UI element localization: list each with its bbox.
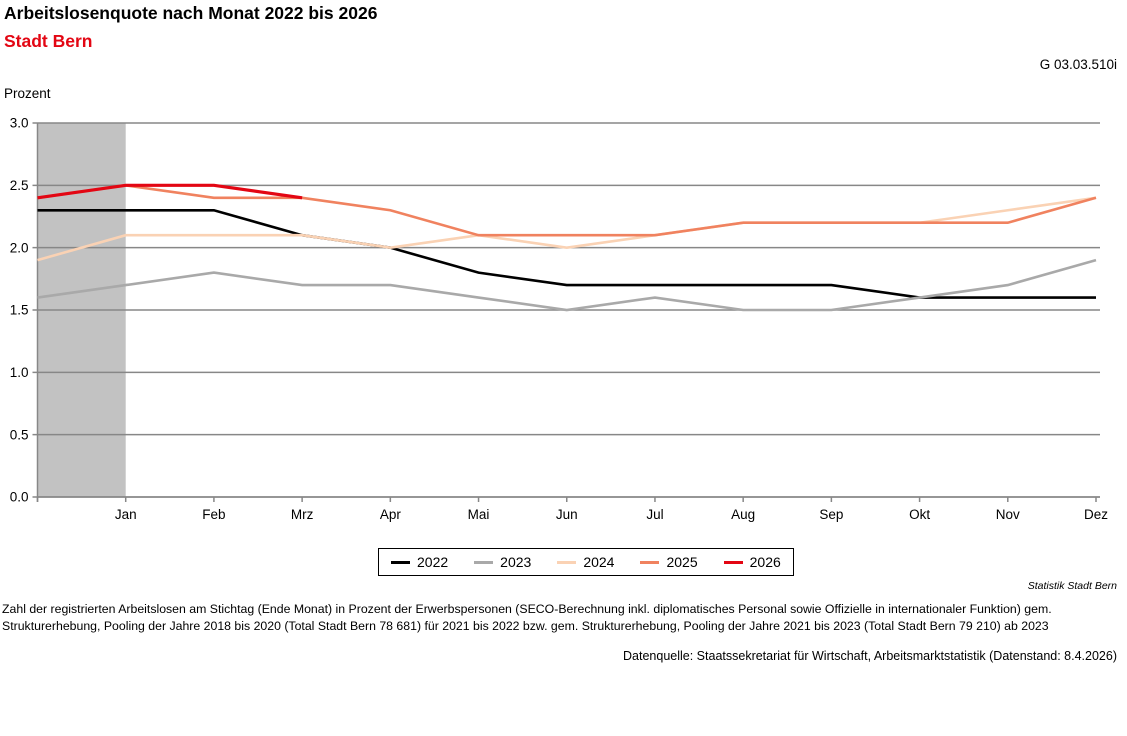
legend-item-2022: 2022	[391, 554, 448, 570]
legend-item-2023: 2023	[474, 554, 531, 570]
footnote: Zahl der registrierten Arbeitslosen am S…	[2, 601, 1125, 635]
legend-item-2026: 2026	[723, 554, 781, 570]
data-source: Datenquelle: Staatssekretariat für Wirts…	[623, 649, 1117, 663]
y-tick-label: 0.0	[10, 490, 29, 505]
x-tick-label: Apr	[380, 507, 402, 522]
legend: 2022 2023 2024 2025 2026	[378, 548, 794, 576]
legend-label-2023: 2023	[500, 554, 532, 570]
y-tick-label: 3.0	[10, 116, 29, 131]
page-title: Arbeitslosenquote nach Monat 2022 bis 20…	[4, 3, 378, 23]
x-tick-label: Sep	[819, 507, 843, 522]
legend-label-2024: 2024	[583, 554, 615, 570]
legend-swatch-2025	[640, 560, 660, 564]
x-tick-label: Dez	[1084, 507, 1108, 522]
y-axis-unit-label: Prozent	[4, 86, 51, 101]
legend-label-2025: 2025	[666, 554, 698, 570]
footnote-line-1: Zahl der registrierten Arbeitslosen am S…	[2, 602, 1052, 616]
series-line-2023	[37, 258, 1097, 312]
y-tick-label: 1.5	[10, 303, 29, 318]
page-subtitle: Stadt Bern	[4, 31, 93, 51]
x-tick-label: Jul	[646, 507, 663, 522]
x-tick-label: Jan	[115, 507, 137, 522]
legend-label-2026: 2026	[749, 554, 781, 570]
legend-item-2025: 2025	[640, 554, 698, 570]
legend-label-2022: 2022	[417, 554, 449, 570]
legend-swatch-2022	[391, 560, 410, 564]
x-tick-label: Aug	[731, 507, 755, 522]
legend-swatch-2023	[474, 560, 494, 564]
x-tick-label: Jun	[556, 507, 578, 522]
legend-item-2024: 2024	[557, 554, 614, 570]
y-tick-label: 0.5	[10, 427, 29, 442]
series-line-2024	[37, 196, 1097, 262]
y-tick-label: 1.0	[10, 365, 29, 380]
x-tick-label: Nov	[996, 507, 1020, 522]
legend-swatch-2026	[723, 560, 743, 564]
series-line-2025	[37, 184, 1097, 237]
x-tick-label: Mai	[468, 507, 490, 522]
legend-swatch-2024	[557, 560, 577, 564]
x-tick-label: Feb	[202, 507, 225, 522]
publisher-credit: Statistik Stadt Bern	[1027, 580, 1117, 592]
y-tick-label: 2.0	[10, 240, 29, 255]
x-tick-label: Okt	[909, 507, 930, 522]
x-tick-label: Mrz	[291, 507, 314, 522]
figure-code: G 03.03.510i	[1039, 57, 1117, 72]
y-tick-label: 2.5	[10, 178, 29, 193]
footnote-line-2: Strukturerhebung, Pooling der Jahre 2018…	[2, 619, 1049, 633]
series-line-2026	[37, 183, 303, 200]
